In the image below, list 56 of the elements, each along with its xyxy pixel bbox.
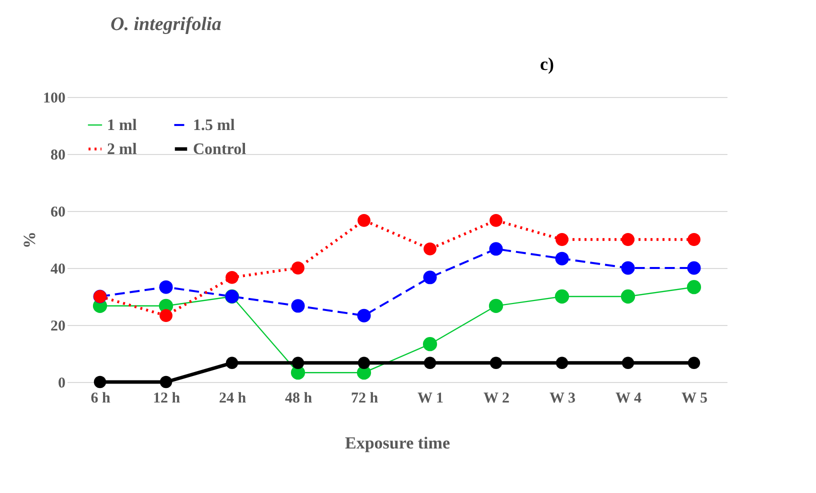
legend-label: 1 ml [107,117,138,134]
x-tick-label: 6 h [90,390,111,406]
point [490,214,502,227]
point [688,356,700,370]
point [292,356,304,370]
point [621,261,635,275]
x-tick-label: 48 h [284,390,313,406]
point [424,356,436,370]
point [160,376,172,388]
x-tick-label: W 3 [550,390,576,406]
point [687,261,701,275]
point [159,280,173,294]
point [423,270,437,284]
y-tick-label: 20 [50,318,66,334]
y-tick-label: 40 [50,262,66,278]
x-tick-label: W 2 [484,390,510,406]
x-tick-label: W 4 [616,390,642,406]
legend-label: Control [193,141,247,158]
point [226,270,238,284]
point [622,356,634,370]
point [291,299,305,313]
point [160,309,172,322]
x-tick-label: W 1 [418,390,444,406]
x-tick-label: 72 h [350,390,379,406]
point [622,233,634,246]
point [94,376,106,388]
legend-label: 2 ml [107,141,138,158]
y-axis-title: % [20,232,39,248]
point [688,233,700,246]
chart-title: O. integrifolia [110,14,222,35]
point [686,280,702,294]
point [620,289,636,304]
point [358,214,370,227]
point [555,252,569,266]
x-tick-label: W 5 [682,390,708,406]
point [226,356,238,370]
legend-label: 1.5 ml [193,117,236,134]
point [424,242,436,256]
y-tick-label: 0 [58,376,66,392]
text: c) [540,54,554,74]
point [357,308,371,322]
x-tick-label: 24 h [218,390,247,406]
point [556,356,568,370]
point [490,356,502,370]
y-tick-label: 100 [43,90,66,106]
point [292,262,304,274]
point [422,337,438,352]
x-tick-label: 12 h [152,390,181,406]
point [488,298,504,313]
y-tick-label: 80 [50,148,66,164]
x-axis-title: Exposure time [345,434,450,452]
point [358,356,370,370]
point [554,289,570,304]
point [489,242,503,256]
y-tick-label: 60 [50,204,66,220]
point [556,233,568,246]
